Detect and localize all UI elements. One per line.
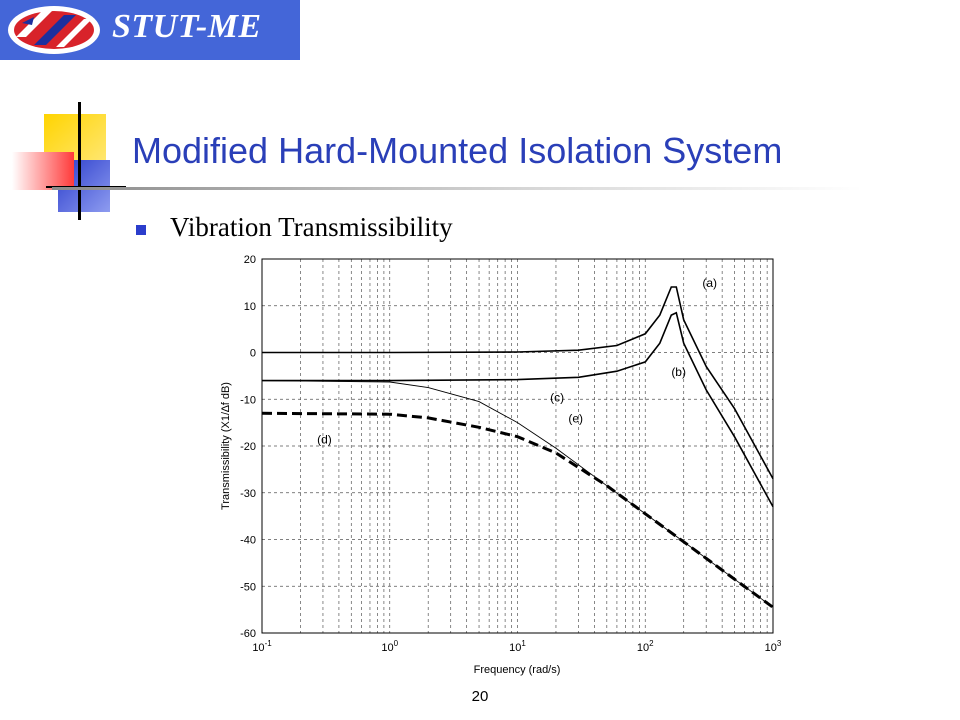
y-tick-label: -20 xyxy=(240,441,256,453)
x-axis-label: Frequency (rad/s) xyxy=(474,664,561,676)
bullet-text: Vibration Transmissibility xyxy=(170,212,453,242)
y-tick-label: -10 xyxy=(240,394,256,406)
y-tick-label: -50 xyxy=(240,581,256,593)
y-tick-label: 20 xyxy=(244,254,256,266)
annotation-label-d: (d) xyxy=(317,433,332,447)
plot-frame xyxy=(261,258,774,634)
page-number: 20 xyxy=(471,688,489,705)
logo-emblem-icon xyxy=(8,6,100,54)
y-tick-label: -30 xyxy=(240,488,256,500)
x-tick-label: 101 xyxy=(509,639,526,654)
series-line-b xyxy=(262,311,774,508)
y-tick-label: -40 xyxy=(240,535,256,547)
y-tick-label: 0 xyxy=(250,348,256,360)
curve-annotations: (a) (b) (c) (e) (d) xyxy=(317,276,717,447)
y-axis-label: Transmissibility (X1/∆f dB) xyxy=(220,382,232,510)
annotation-label-c: (c) xyxy=(550,391,564,405)
annotation-label-e: (e) xyxy=(568,412,583,426)
bullet-marker xyxy=(136,225,146,235)
series-line-a xyxy=(262,286,774,480)
x-tick-label: 103 xyxy=(765,639,782,654)
series-line-d xyxy=(261,411,774,609)
x-tick-label: 10-1 xyxy=(252,639,272,654)
annotation-label-b: (b) xyxy=(671,365,686,379)
y-tick-label: -60 xyxy=(240,628,256,640)
chart-grid xyxy=(262,259,773,633)
x-tick-label: 100 xyxy=(381,639,398,654)
y-tick-label: 10 xyxy=(244,301,256,313)
title-underline xyxy=(52,187,862,190)
chart-series xyxy=(261,286,774,609)
slide-title: Modified Hard-Mounted Isolation System xyxy=(132,130,783,171)
x-tick-label: 102 xyxy=(637,639,654,654)
annotation-label-a: (a) xyxy=(702,276,717,290)
series-line-c xyxy=(261,380,774,608)
decorative-squares xyxy=(12,102,126,220)
logo-banner: STUT-ME xyxy=(0,0,300,60)
logo-text: STUT-ME xyxy=(112,8,262,45)
